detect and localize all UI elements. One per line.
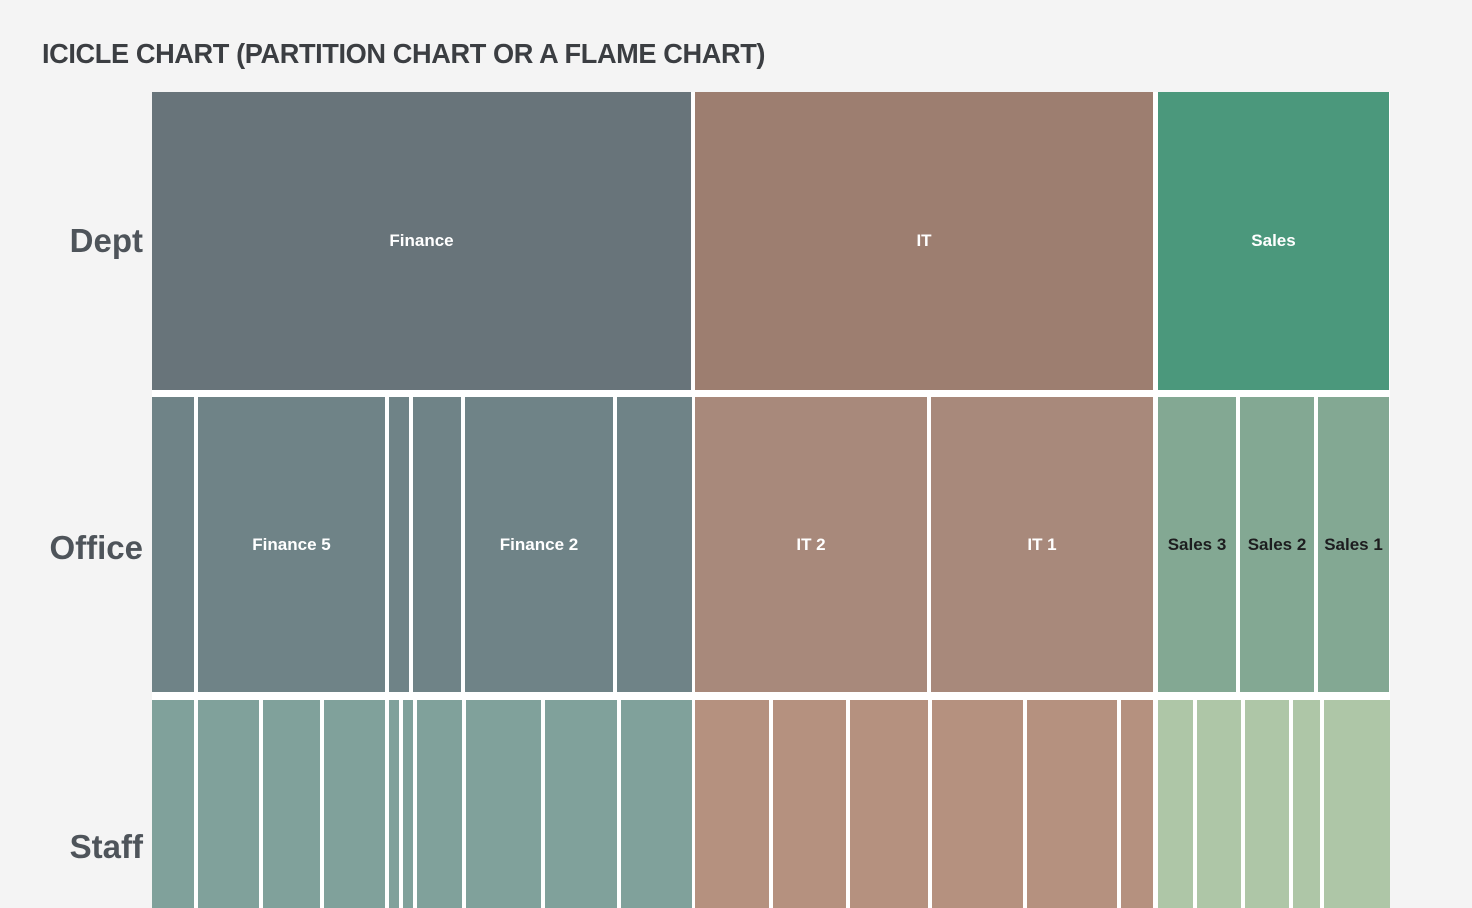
segment-label: IT [916, 231, 932, 250]
segment-label: Finance 2 [499, 534, 579, 554]
office-finance-segment[interactable] [389, 397, 409, 692]
staff-finance-segment[interactable] [324, 700, 385, 908]
dept-sales[interactable]: Sales [1158, 92, 1389, 390]
office-sales-1[interactable]: Sales 1 [1318, 397, 1389, 692]
staff-finance-segment[interactable] [389, 700, 399, 908]
icicle-chart: Finance IT Sales Finance 5 Finance 2 IT 2 IT 1… [152, 92, 1390, 908]
axis-label-dept: Dept [69, 222, 143, 259]
staff-it-segment[interactable] [932, 700, 1023, 908]
segment-label: Sales 3 [1167, 534, 1227, 554]
axis-label-staff: Staff [69, 828, 143, 865]
office-it-2[interactable]: IT 2 [695, 397, 927, 692]
dept-finance[interactable]: Finance [152, 92, 691, 390]
segment-label: Finance 5 [252, 534, 331, 554]
staff-finance-segment[interactable] [403, 700, 413, 908]
staff-it-segment[interactable] [1027, 700, 1117, 908]
staff-finance-segment[interactable] [152, 700, 194, 908]
page-title: ICICLE CHART (PARTITION CHART OR A FLAME… [42, 38, 766, 69]
staff-finance-segment[interactable] [417, 700, 462, 908]
segment-label: IT 2 [796, 534, 826, 554]
segment-label: IT 1 [1027, 534, 1057, 554]
office-it-1[interactable]: IT 1 [931, 397, 1153, 692]
segment-label: Sales 1 [1324, 534, 1383, 554]
staff-sales-segment[interactable] [1293, 700, 1320, 908]
office-finance-2[interactable]: Finance 2 [465, 397, 613, 692]
staff-it-segment[interactable] [850, 700, 928, 908]
office-sales-2[interactable]: Sales 2 [1240, 397, 1314, 692]
staff-sales-segment[interactable] [1245, 700, 1289, 908]
staff-it-segment[interactable] [773, 700, 846, 908]
axis-label-office: Office [49, 529, 143, 566]
staff-sales-segment[interactable] [1158, 700, 1193, 908]
segment-label: Finance [389, 231, 454, 250]
dept-it[interactable]: IT [695, 92, 1153, 390]
office-finance-segment[interactable] [617, 397, 692, 692]
staff-finance-segment[interactable] [466, 700, 541, 908]
office-finance-segment[interactable] [152, 397, 194, 692]
office-finance-segment[interactable] [413, 397, 461, 692]
staff-finance-segment[interactable] [621, 700, 692, 908]
staff-sales-segment[interactable] [1324, 700, 1390, 908]
staff-it-segment[interactable] [695, 700, 769, 908]
staff-it-segment[interactable] [1121, 700, 1153, 908]
staff-sales-segment[interactable] [1197, 700, 1241, 908]
segment-label: Sales 2 [1247, 534, 1307, 554]
staff-finance-segment[interactable] [198, 700, 259, 908]
segment-label: Sales [1251, 231, 1296, 250]
office-sales-3[interactable]: Sales 3 [1158, 397, 1236, 692]
office-finance-5[interactable]: Finance 5 [198, 397, 385, 692]
staff-finance-segment[interactable] [545, 700, 617, 908]
staff-finance-segment[interactable] [263, 700, 320, 908]
